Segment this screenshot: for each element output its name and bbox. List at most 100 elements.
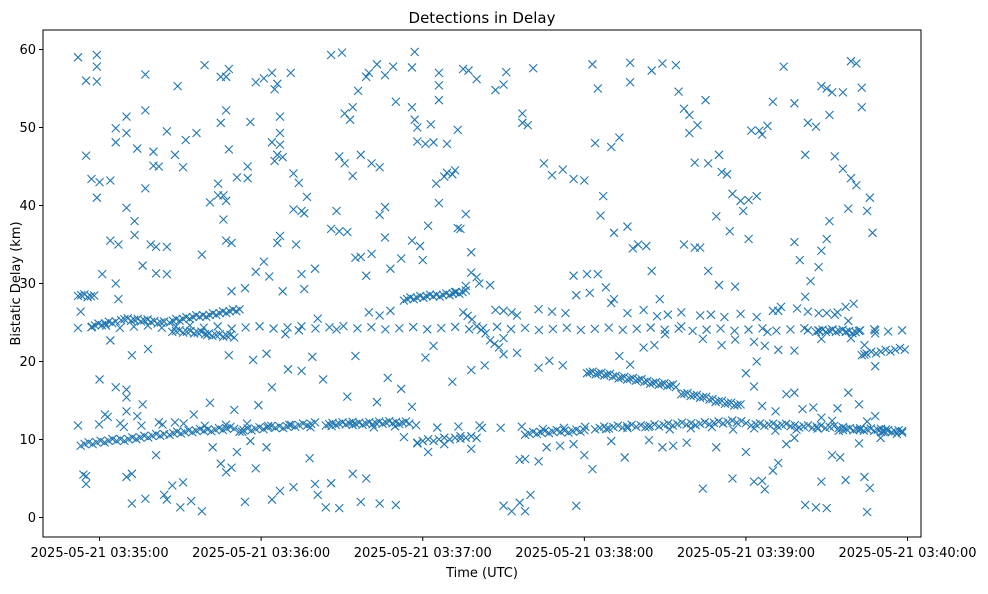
data-point — [101, 321, 111, 330]
data-point — [773, 306, 783, 316]
data-point — [695, 243, 705, 253]
data-point — [434, 80, 444, 90]
data-point — [897, 428, 907, 438]
data-point — [688, 326, 698, 336]
data-point — [447, 169, 457, 179]
data-point — [270, 84, 280, 94]
data-point — [547, 307, 557, 316]
data-point — [151, 242, 161, 252]
data-point — [757, 130, 767, 139]
data-point — [94, 419, 104, 429]
data-point — [608, 372, 618, 381]
data-point — [297, 321, 306, 331]
data-point — [679, 104, 689, 114]
data-point — [275, 112, 285, 121]
data-point — [467, 315, 477, 324]
data-point — [372, 397, 382, 407]
data-point — [590, 324, 600, 334]
data-point — [679, 240, 689, 249]
data-point — [81, 471, 91, 481]
data-point — [407, 102, 417, 112]
data-point — [628, 244, 638, 253]
data-point — [352, 323, 362, 333]
data-point — [862, 206, 872, 216]
data-point — [375, 210, 385, 220]
data-point — [741, 368, 751, 378]
data-point — [639, 377, 649, 387]
data-point — [693, 120, 702, 130]
data-point — [412, 137, 422, 146]
data-point — [790, 346, 799, 355]
data-point — [434, 95, 444, 105]
data-point — [442, 139, 452, 149]
data-point — [116, 315, 126, 325]
data-point — [499, 349, 508, 359]
data-point — [272, 79, 282, 89]
data-point — [173, 81, 183, 91]
data-point — [111, 279, 121, 288]
data-point — [749, 424, 759, 433]
data-point — [814, 308, 824, 318]
data-point — [582, 269, 592, 279]
data-point — [423, 447, 433, 457]
data-point — [136, 316, 146, 326]
data-point — [768, 419, 778, 428]
data-point — [625, 360, 635, 370]
data-point — [752, 312, 762, 322]
data-point — [862, 349, 871, 358]
data-point — [730, 335, 740, 345]
data-point — [380, 325, 390, 334]
data-point — [846, 56, 856, 66]
data-point — [811, 327, 821, 337]
data-point — [528, 63, 538, 73]
data-point — [665, 424, 675, 434]
data-point — [639, 305, 648, 315]
data-point — [854, 400, 864, 409]
data-point — [81, 479, 91, 489]
data-point — [415, 241, 425, 251]
data-point — [520, 454, 530, 464]
data-point — [852, 424, 862, 434]
data-point — [267, 68, 277, 78]
data-point — [738, 206, 748, 216]
data-point — [423, 434, 433, 444]
data-point — [241, 323, 251, 332]
data-point — [582, 368, 592, 378]
data-point — [614, 351, 624, 361]
data-point — [690, 158, 700, 167]
data-point — [211, 330, 221, 340]
data-point — [361, 72, 371, 82]
data-point — [224, 350, 234, 360]
data-point — [799, 323, 809, 333]
data-point — [835, 453, 845, 462]
data-point — [881, 345, 891, 355]
data-point — [763, 121, 772, 131]
data-point — [383, 373, 393, 383]
data-point — [703, 266, 713, 276]
data-point — [609, 228, 619, 238]
x-axis: 2025-05-21 03:35:00 2025-05-21 03:36:00 20… — [31, 537, 977, 561]
data-point — [757, 476, 767, 486]
data-point — [345, 115, 355, 125]
data-point — [149, 161, 158, 171]
data-point — [876, 347, 886, 357]
data-point — [227, 238, 236, 248]
data-point — [167, 481, 177, 490]
data-point — [561, 308, 570, 318]
data-point — [197, 250, 207, 260]
data-point — [453, 223, 463, 233]
data-point — [760, 485, 770, 494]
data-point — [569, 439, 578, 449]
data-point — [97, 269, 107, 279]
y-tick-label: 30 — [19, 277, 36, 292]
data-point — [179, 419, 189, 428]
data-point — [450, 166, 460, 175]
data-point — [851, 180, 861, 190]
data-point — [388, 62, 398, 72]
data-point — [461, 433, 471, 443]
data-point — [795, 255, 805, 265]
data-point — [606, 142, 616, 152]
data-point — [313, 490, 323, 500]
data-point — [720, 312, 729, 322]
